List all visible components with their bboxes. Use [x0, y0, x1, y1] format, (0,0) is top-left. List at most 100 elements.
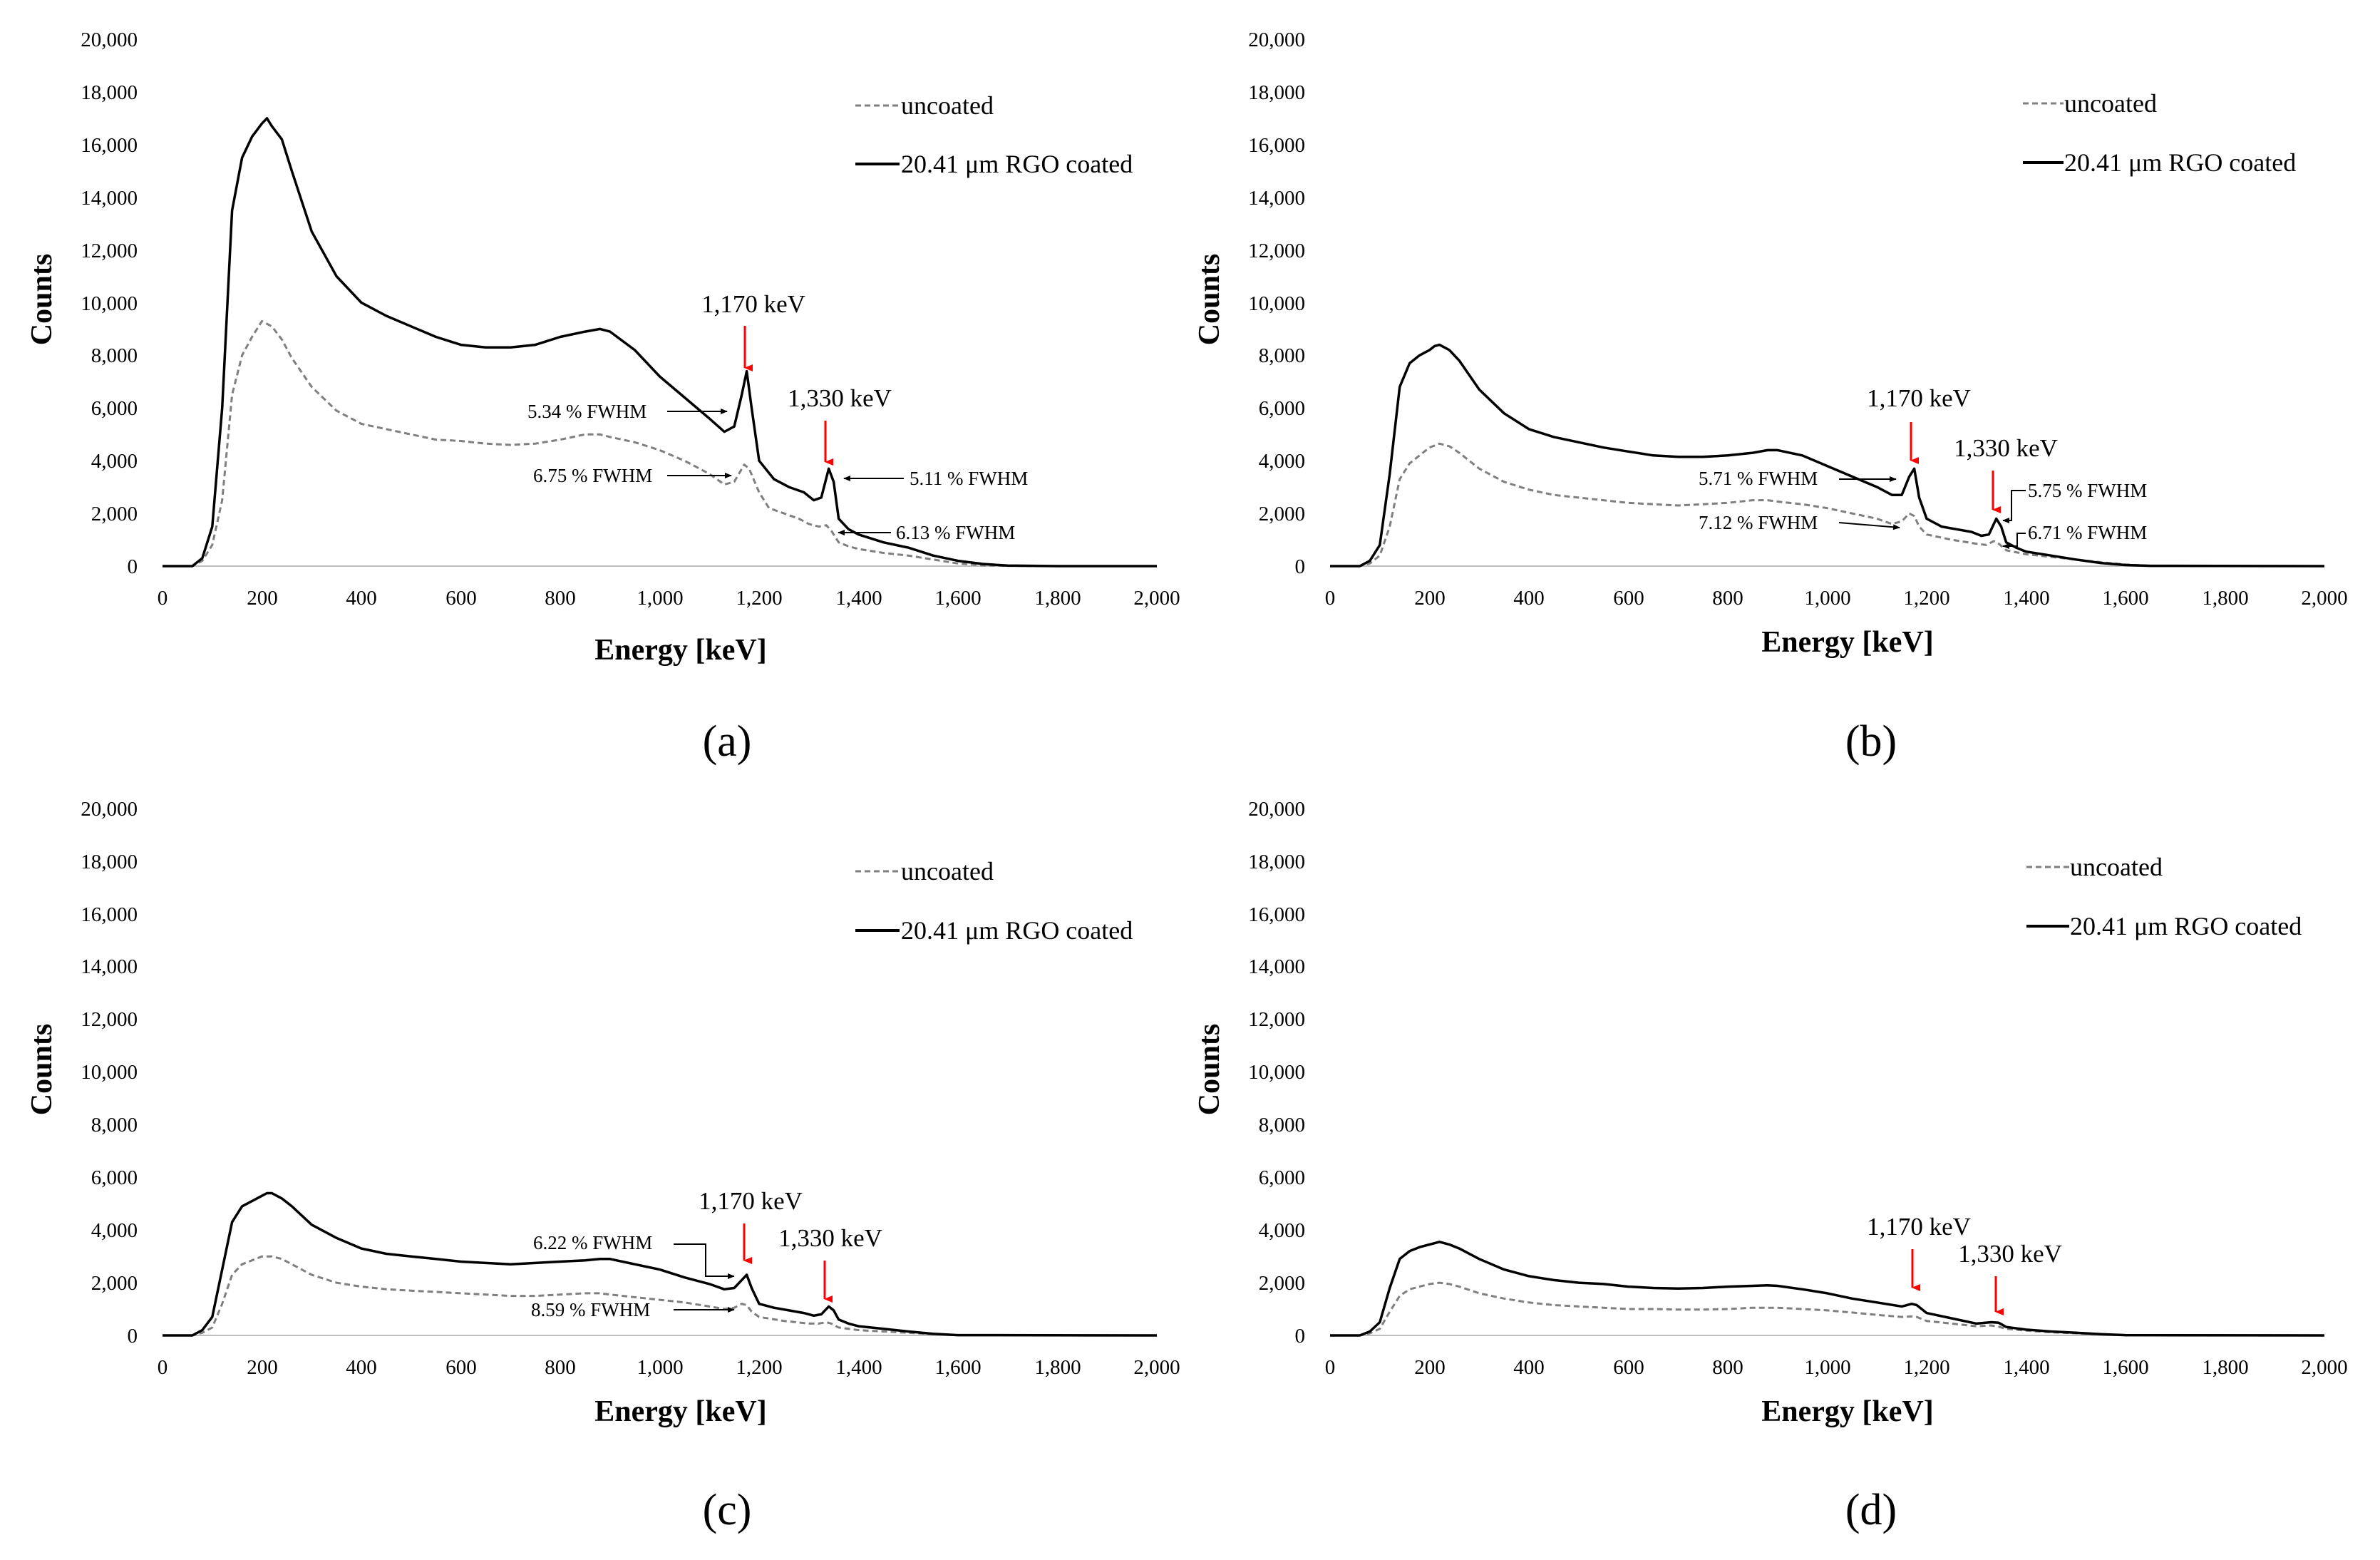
- panel-d-x-axis-title: Energy [keV]: [1761, 1395, 1933, 1428]
- xtick-label: 1,600: [2102, 587, 2148, 610]
- ytick-label: 6,000: [1259, 1166, 1305, 1189]
- fwhm-label-uncoated-1170: 7.12 % FWHM: [1699, 512, 1818, 533]
- peak-label-1170: 1,170 keV: [699, 1187, 803, 1215]
- xtick-label: 0: [1325, 587, 1336, 610]
- ytick-label: 12,000: [1248, 1008, 1305, 1031]
- ytick-label: 14,000: [81, 955, 138, 978]
- xtick-label: 1,000: [637, 587, 683, 610]
- ytick-label: 18,000: [1248, 851, 1305, 873]
- panel-a-label: (a): [703, 717, 752, 766]
- panel-c-label: (c): [703, 1486, 752, 1534]
- series-line-rgo-coated: [163, 1191, 1158, 1337]
- xtick-label: 0: [158, 1356, 168, 1379]
- xtick-label: 400: [1513, 587, 1545, 610]
- ytick-label: 20,000: [81, 29, 138, 51]
- fwhm-label-coated-1330: 5.11 % FWHM: [910, 468, 1028, 489]
- panel-d: 0 2,000 4,000 6,000 8,000 10,000 12,000 …: [1193, 798, 2348, 1534]
- xtick-label: 600: [445, 587, 477, 610]
- fwhm-label-uncoated-1330: 6.13 % FWHM: [896, 522, 1015, 543]
- ytick-label: 4,000: [91, 1219, 138, 1242]
- xtick-label: 2,000: [1133, 587, 1180, 610]
- peak-label-1330: 1,330 keV: [778, 1224, 882, 1252]
- ytick-label: 20,000: [81, 798, 138, 821]
- panel-d-x-ticks: 0 200 400 600 800 1,000 1,200 1,400 1,60…: [1325, 1356, 2348, 1379]
- xtick-label: 800: [1712, 587, 1743, 610]
- ytick-label: 0: [128, 555, 138, 578]
- xtick-label: 2,000: [1133, 1356, 1180, 1379]
- xtick-label: 1,400: [2003, 1356, 2049, 1379]
- xtick-label: 1,000: [1804, 1356, 1850, 1379]
- ytick-label: 10,000: [81, 1061, 138, 1084]
- ytick-label: 10,000: [81, 292, 138, 315]
- xtick-label: 400: [346, 587, 377, 610]
- panel-d-y-ticks: 0 2,000 4,000 6,000 8,000 10,000 12,000 …: [1248, 798, 1305, 1348]
- ytick-label: 18,000: [1248, 81, 1305, 104]
- xtick-label: 200: [247, 587, 278, 610]
- ytick-label: 2,000: [91, 503, 138, 525]
- ytick-label: 20,000: [1248, 798, 1305, 821]
- legend-coated-label: 20.41 μm RGO coated: [901, 916, 1133, 945]
- xtick-label: 1,800: [2202, 1356, 2248, 1379]
- legend-coated-label: 20.41 μm RGO coated: [2064, 148, 2296, 177]
- ytick-label: 12,000: [81, 1008, 138, 1031]
- legend-uncoated-label: uncoated: [901, 857, 994, 886]
- legend-uncoated-label: uncoated: [2064, 89, 2157, 118]
- xtick-label: 600: [1613, 587, 1644, 610]
- peak-label-1170: 1,170 keV: [701, 290, 805, 318]
- ytick-label: 6,000: [1259, 397, 1305, 420]
- xtick-label: 1,200: [736, 587, 782, 610]
- fwhm-label-coated-1170: 5.34 % FWHM: [527, 401, 646, 422]
- ytick-label: 16,000: [81, 903, 138, 926]
- peak-label-1170: 1,170 keV: [1867, 1213, 1971, 1241]
- panel-a-y-axis-title: Counts: [26, 254, 58, 345]
- ytick-label: 14,000: [81, 187, 138, 210]
- panel-b-x-ticks: 0 200 400 600 800 1,000 1,200 1,400 1,60…: [1325, 587, 2348, 610]
- panel-a: 0 2,000 4,000 6,000 8,000 10,000 12,000 …: [26, 29, 1180, 766]
- ytick-label: 0: [128, 1325, 138, 1348]
- series-line-rgo-coated: [1330, 343, 2325, 568]
- panel-a-plot-area: [163, 117, 1157, 568]
- xtick-label: 1,800: [2202, 587, 2248, 610]
- panel-d-y-axis-title: Counts: [1193, 1024, 1226, 1115]
- ytick-label: 8,000: [1259, 344, 1305, 367]
- fwhm-label-coated-1170: 6.22 % FWHM: [533, 1232, 652, 1253]
- ytick-label: 14,000: [1248, 955, 1305, 978]
- xtick-label: 600: [1613, 1356, 1644, 1379]
- legend-uncoated-label: uncoated: [901, 91, 994, 120]
- panel-c-y-axis-title: Counts: [26, 1024, 58, 1115]
- panel-c-x-axis-title: Energy [keV]: [594, 1395, 766, 1428]
- ytick-label: 2,000: [91, 1272, 138, 1295]
- xtick-label: 1,200: [736, 1356, 782, 1379]
- xtick-label: 0: [158, 587, 168, 610]
- ytick-label: 8,000: [91, 1114, 138, 1136]
- xtick-label: 200: [247, 1356, 278, 1379]
- fwhm-label-coated-1170: 5.71 % FWHM: [1699, 468, 1818, 489]
- ytick-label: 4,000: [1259, 1219, 1305, 1242]
- panel-c-y-ticks: 0 2,000 4,000 6,000 8,000 10,000 12,000 …: [81, 798, 138, 1348]
- ytick-label: 6,000: [91, 1166, 138, 1189]
- fwhm-arrow: [2002, 490, 2026, 523]
- panel-c-x-ticks: 0 200 400 600 800 1,000 1,200 1,400 1,60…: [158, 1356, 1180, 1379]
- ytick-label: 20,000: [1248, 29, 1305, 51]
- ytick-label: 2,000: [1259, 1272, 1305, 1295]
- fwhm-label-uncoated-1170: 6.75 % FWHM: [533, 465, 652, 486]
- ytick-label: 16,000: [81, 134, 138, 157]
- xtick-label: 1,200: [1903, 587, 1949, 610]
- ytick-label: 18,000: [81, 851, 138, 873]
- xtick-label: 400: [346, 1356, 377, 1379]
- fwhm-label-uncoated-1170: 8.59 % FWHM: [531, 1299, 650, 1320]
- ytick-label: 10,000: [1248, 1061, 1305, 1084]
- xtick-label: 1,600: [934, 1356, 981, 1379]
- peak-label-1330: 1,330 keV: [1958, 1240, 2062, 1268]
- ytick-label: 8,000: [1259, 1114, 1305, 1136]
- series-line-uncoated: [1330, 442, 2325, 568]
- xtick-label: 200: [1414, 1356, 1446, 1379]
- series-line-uncoated: [1330, 1281, 2325, 1337]
- panel-b-legend: uncoated 20.41 μm RGO coated: [2023, 89, 2296, 177]
- series-line-rgo-coated: [163, 117, 1157, 568]
- xtick-label: 200: [1414, 587, 1446, 610]
- legend-uncoated-label: uncoated: [2070, 853, 2163, 881]
- fwhm-arrow: [2002, 533, 2026, 549]
- panel-b-plot-area: [1330, 343, 2325, 568]
